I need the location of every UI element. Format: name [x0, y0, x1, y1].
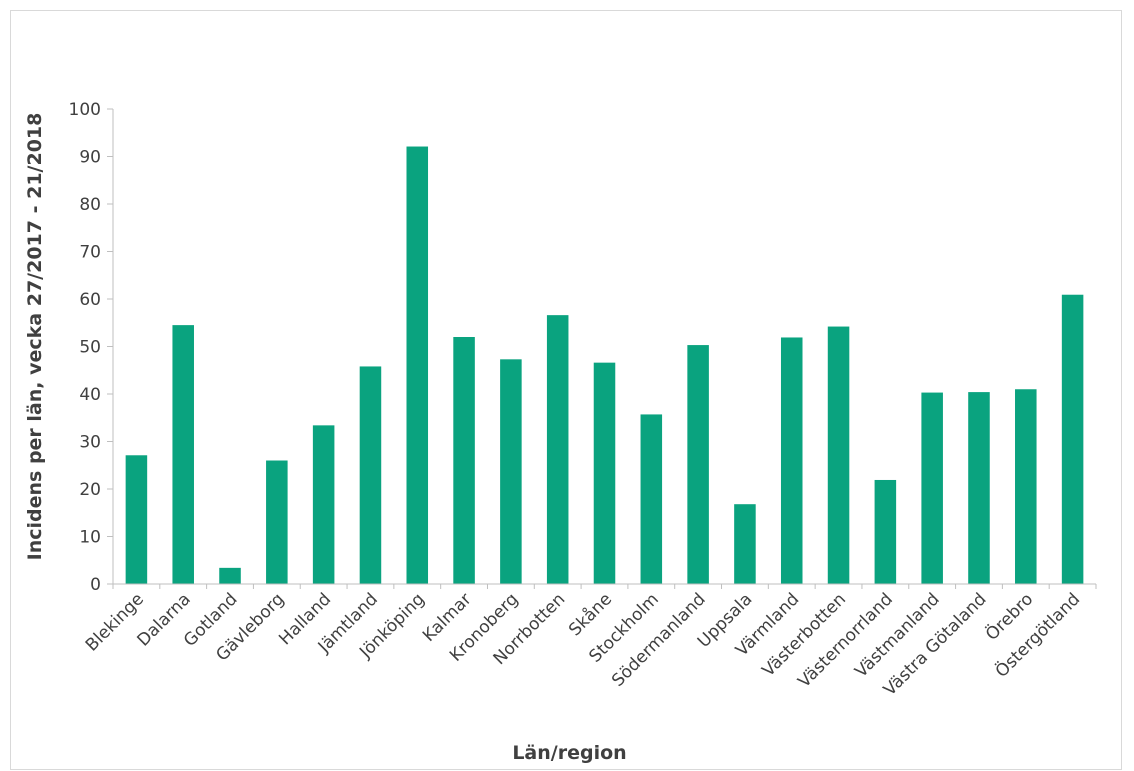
chart-frame: 0 10 20 30 40 50 60 70 80 90 100 Blekinge Dalarna Go…	[10, 10, 1122, 770]
bar	[827, 326, 850, 584]
bar	[921, 392, 943, 584]
bar	[125, 455, 148, 584]
bar	[172, 325, 194, 584]
bar	[734, 504, 756, 584]
y-tick-label: 60	[79, 290, 101, 310]
y-tick-label: 40	[79, 385, 101, 405]
bar	[546, 315, 569, 584]
y-tick-label: 100	[69, 100, 101, 120]
y-axis-title: Incidens per län, vecka 27/2017 - 21/201…	[24, 113, 46, 561]
bar	[687, 345, 709, 584]
y-tick-label: 70	[79, 243, 101, 263]
y-tick-label: 0	[90, 575, 101, 595]
x-axis-title: Län/region	[512, 742, 626, 764]
bar	[1061, 294, 1084, 584]
y-tick-label: 20	[79, 480, 101, 500]
y-tick-label: 50	[79, 338, 101, 358]
bar	[593, 362, 616, 584]
bar	[453, 337, 475, 584]
bar	[266, 460, 288, 584]
x-tick-label: Blekinge	[82, 589, 148, 655]
bar	[968, 392, 990, 584]
y-tick-label: 90	[79, 148, 101, 168]
y-tick-label: 80	[79, 195, 101, 215]
bar	[406, 146, 429, 584]
y-tick-label: 30	[79, 433, 101, 453]
bar	[219, 567, 241, 584]
bar	[312, 425, 335, 584]
bar	[780, 337, 803, 584]
bar	[1015, 389, 1037, 584]
y-tick-label: 10	[79, 528, 101, 548]
bar	[500, 359, 522, 584]
bar	[359, 366, 382, 584]
bar	[874, 479, 897, 584]
bar	[640, 414, 663, 584]
